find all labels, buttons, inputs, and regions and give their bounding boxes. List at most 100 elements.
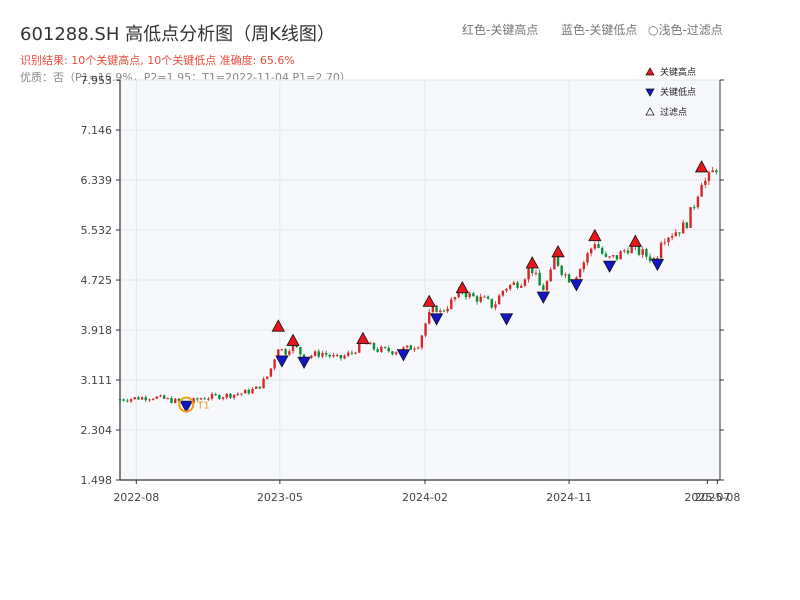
candle-body [619, 251, 622, 260]
candle-body [431, 305, 435, 312]
candle-body [468, 293, 471, 298]
chart-title: 601288.SH 高低点分析图（周K线图） [20, 24, 335, 45]
x-tick-label: 2022-08 [113, 491, 159, 504]
candle-body [328, 354, 332, 357]
key-low-marker [499, 313, 514, 326]
candle-body [424, 323, 427, 336]
candle-body [446, 308, 449, 312]
candle-body [439, 310, 442, 313]
candle-body [372, 342, 376, 350]
candle-body [369, 342, 372, 345]
candle-body [450, 299, 453, 309]
candle-body [177, 398, 181, 402]
candle-body [623, 250, 626, 252]
candle-body [254, 386, 258, 389]
y-tick-label: 5.532 [81, 224, 113, 237]
candle-body [538, 272, 541, 286]
y-tick-label: 3.111 [81, 374, 113, 387]
header-legend-blue: 蓝色-关键低点 [561, 23, 638, 37]
candle-body [715, 170, 718, 173]
candle-body [192, 398, 195, 404]
detection-summary: 识别结果: 10个关键高点, 10个关键低点 准确度: 65.6% [20, 54, 295, 67]
candle-body [122, 399, 125, 401]
candle-body [428, 311, 431, 324]
legend-high-label: 关键高点 [660, 66, 696, 78]
candle-body [549, 269, 552, 282]
candle-body [464, 293, 468, 298]
key-high-marker [525, 256, 539, 269]
candle-body [247, 389, 251, 394]
candle-body [159, 395, 162, 397]
candle-body [210, 393, 214, 399]
candle-body [277, 349, 280, 360]
candle-body [155, 396, 159, 399]
candle-body [251, 388, 254, 394]
candle-body [685, 222, 689, 229]
key-high-marker [286, 333, 300, 346]
candle-body [229, 393, 232, 398]
candle-body [170, 398, 173, 403]
candle-body [324, 353, 328, 355]
candle-body [626, 250, 630, 254]
candle-body [174, 398, 177, 403]
key-high-marker [271, 319, 285, 332]
candle-body [383, 346, 387, 348]
key-high-marker [356, 331, 370, 344]
candle-body [266, 376, 269, 379]
candle-body [166, 398, 170, 400]
candle-body [288, 351, 291, 355]
candle-body [630, 246, 633, 254]
candle-body [707, 172, 711, 181]
candle-body [479, 296, 482, 302]
candle-body [196, 398, 199, 400]
candle-body [299, 347, 302, 355]
candle-body [494, 304, 497, 308]
candle-body [291, 342, 295, 352]
candle-body [232, 394, 236, 398]
y-tick-label: 2.304 [81, 424, 113, 437]
candle-body [243, 389, 247, 394]
candle-body [553, 256, 556, 270]
candle-body [207, 398, 210, 400]
candle-body [593, 244, 597, 249]
markers: T1 [178, 160, 709, 413]
candle-body [637, 244, 641, 255]
candle-body [258, 386, 262, 389]
axes: 1.498 2.304 3.111 3.918 4.725 5.532 6.339 7.146… [81, 74, 741, 504]
candle-body [148, 399, 151, 401]
candle-body [520, 285, 523, 288]
candle-body [203, 398, 206, 400]
candle-body [641, 249, 644, 255]
candle-body [144, 397, 147, 401]
key-high-marker [694, 160, 709, 173]
candle-body [413, 348, 416, 350]
candle-body [567, 274, 571, 283]
candle-body [409, 345, 412, 350]
candle-body [391, 351, 394, 355]
candle-body [486, 296, 490, 299]
candle-body [689, 207, 692, 229]
candle-body [162, 395, 166, 399]
candle-body [490, 298, 493, 308]
candle-body [681, 222, 685, 234]
candle-body [376, 349, 379, 352]
candle-body [405, 345, 409, 348]
candle-body [512, 282, 516, 285]
candle-body [214, 393, 217, 395]
candle-body [402, 347, 405, 352]
legend-low-label: 关键低点 [660, 86, 696, 98]
candle-body [670, 236, 674, 238]
candle-body [199, 398, 203, 400]
candle-body [667, 237, 670, 243]
candle-body [604, 253, 608, 257]
candle-body [236, 394, 239, 396]
candle-body [659, 242, 663, 258]
candle-body [343, 355, 346, 359]
candle-body [387, 347, 390, 352]
candle-body [394, 352, 398, 355]
key-low-marker [602, 260, 617, 273]
candle-body [545, 281, 549, 291]
candle-body [612, 255, 615, 257]
